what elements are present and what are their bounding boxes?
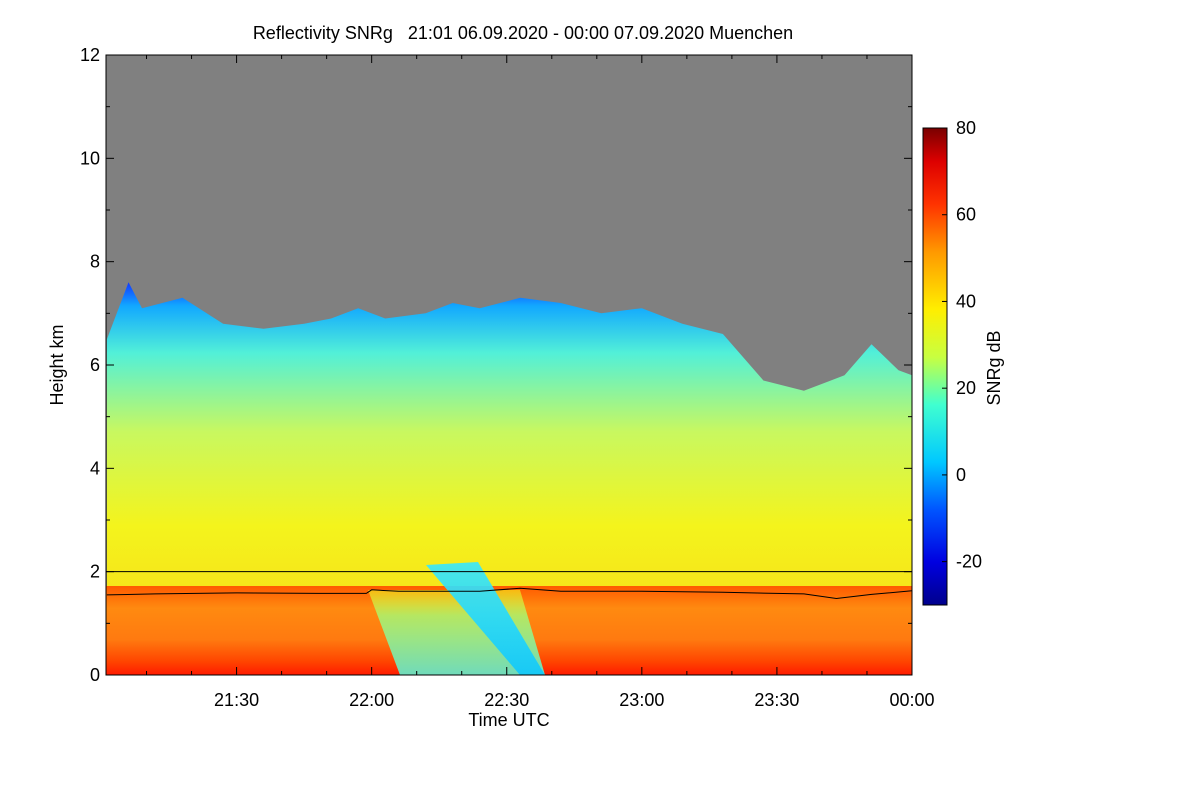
y-tick-label: 12 xyxy=(80,45,100,65)
y-tick-label: 0 xyxy=(90,665,100,685)
colorbar-tick-label: -20 xyxy=(956,552,982,572)
y-tick-label: 6 xyxy=(90,355,100,375)
x-tick-label: 00:00 xyxy=(889,690,934,710)
reflectivity-field xyxy=(106,282,912,675)
colorbar: -20 0 20 40 60 80 SNRg dB xyxy=(922,118,1004,606)
x-tick-label: 23:30 xyxy=(754,690,799,710)
x-axis-ticks: 21:30 22:00 22:30 23:00 23:30 00:00 xyxy=(146,55,935,710)
y-axis-label: Height km xyxy=(47,324,67,405)
colorbar-tick-label: 0 xyxy=(956,465,966,485)
colorbar-tick-label: 60 xyxy=(956,205,976,225)
x-tick-label: 21:30 xyxy=(214,690,259,710)
y-axis-ticks: 0 2 4 6 8 10 12 xyxy=(80,45,912,685)
y-tick-label: 4 xyxy=(90,458,100,478)
colorbar-tick-label: 20 xyxy=(956,378,976,398)
y-tick-label: 2 xyxy=(90,562,100,582)
plot-area xyxy=(106,55,912,675)
colorbar-gradient xyxy=(922,127,948,606)
colorbar-label: SNRg dB xyxy=(984,330,1004,405)
colorbar-ticks: -20 0 20 40 60 80 xyxy=(942,118,982,572)
colorbar-tick-label: 40 xyxy=(956,291,976,311)
y-tick-label: 10 xyxy=(80,148,100,168)
x-axis-label: Time UTC xyxy=(468,710,549,730)
x-tick-label: 22:00 xyxy=(349,690,394,710)
x-tick-label: 23:00 xyxy=(619,690,664,710)
chart-title: Reflectivity SNRg 21:01 06.09.2020 - 00:… xyxy=(253,23,793,43)
colorbar-tick-label: 80 xyxy=(956,118,976,138)
boundary-layer-line xyxy=(106,587,912,600)
rain-streak xyxy=(426,562,545,675)
x-tick-label: 22:30 xyxy=(484,690,529,710)
y-tick-label: 8 xyxy=(90,252,100,272)
